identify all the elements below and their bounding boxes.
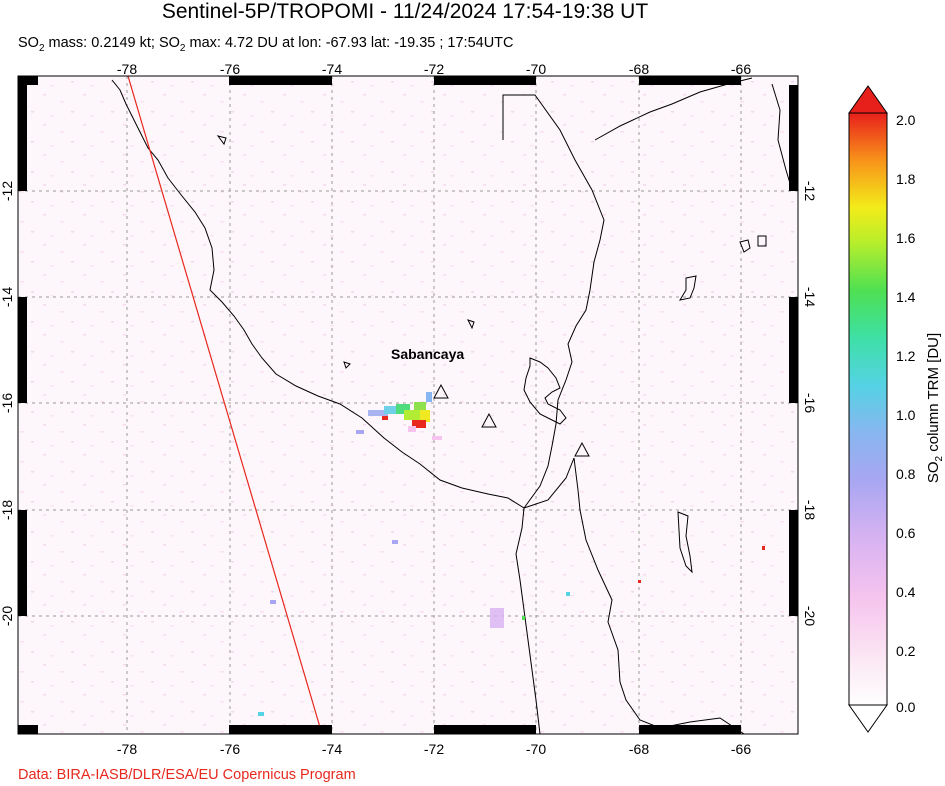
svg-text:-70: -70: [526, 61, 546, 77]
orbit-swath-edge: [127, 76, 323, 734]
svg-text:-70: -70: [526, 741, 546, 757]
lon-labels-top: -78 -76 -74 -72 -70 -68 -66: [117, 61, 751, 77]
svg-text:0.0: 0.0: [896, 699, 916, 715]
so2-stats-line: SO2 mass: 0.2149 kt; SO2 max: 4.72 DU at…: [18, 35, 514, 54]
svg-text:-14: -14: [0, 287, 15, 307]
svg-text:-16: -16: [0, 393, 15, 413]
svg-text:0.8: 0.8: [896, 466, 916, 482]
svg-text:-76: -76: [220, 741, 240, 757]
svg-text:-78: -78: [117, 61, 137, 77]
svg-text:-12: -12: [0, 181, 15, 201]
graticule: [18, 76, 798, 734]
svg-text:1.6: 1.6: [896, 230, 916, 246]
svg-text:-14: -14: [802, 287, 818, 307]
lat-labels-left: -12 -14 -16 -18 -20: [0, 181, 15, 626]
volcano-icon: [481, 412, 497, 428]
svg-text:0.6: 0.6: [896, 525, 916, 541]
svg-text:-66: -66: [731, 61, 751, 77]
colorbar-min-arrow: [848, 704, 888, 733]
colorbar: 2.0 1.8 1.6 1.4 1.2 1.0 0.8 0.6 0.4 0.2 …: [848, 85, 945, 733]
volcano-label-sabancaya: Sabancaya: [391, 346, 464, 362]
svg-text:2.0: 2.0: [896, 112, 916, 128]
svg-text:0.4: 0.4: [896, 584, 916, 600]
colorbar-tick-labels: 2.0 1.8 1.6 1.4 1.2 1.0 0.8 0.6 0.4 0.2 …: [896, 112, 916, 715]
svg-text:0.2: 0.2: [896, 643, 916, 659]
svg-text:-72: -72: [424, 741, 444, 757]
svg-text:-20: -20: [802, 606, 818, 626]
so2-plume: [356, 392, 442, 440]
lake-titicaca: [523, 357, 567, 425]
lat-labels-right: -12 -14 -16 -18 -20: [802, 181, 818, 626]
svg-text:1.8: 1.8: [896, 171, 916, 187]
svg-text:-78: -78: [117, 741, 137, 757]
svg-text:-18: -18: [802, 500, 818, 520]
colorbar-gradient: [848, 112, 888, 706]
svg-text:-68: -68: [629, 61, 649, 77]
svg-text:1.0: 1.0: [896, 407, 916, 423]
data-credit: Data: BIRA-IASB/DLR/ESA/EU Copernicus Pr…: [18, 767, 356, 783]
map-title: Sentinel-5P/TROPOMI - 11/24/2024 17:54-1…: [161, 0, 649, 23]
coastline: [111, 79, 541, 734]
svg-text:1.2: 1.2: [896, 348, 916, 364]
svg-text:-16: -16: [802, 393, 818, 413]
country-border: [502, 94, 605, 509]
colorbar-max-arrow: [848, 85, 888, 114]
svg-text:-74: -74: [322, 61, 342, 77]
volcano-markers: [433, 383, 590, 457]
svg-text:-12: -12: [802, 181, 818, 201]
colorbar-label: SO2 column TRM [DU]: [925, 333, 945, 483]
svg-text:-20: -20: [0, 606, 15, 626]
volcano-icon-sabancaya: [433, 383, 449, 399]
svg-text:-68: -68: [629, 741, 649, 757]
svg-text:-66: -66: [731, 741, 751, 757]
svg-text:-72: -72: [424, 61, 444, 77]
volcano-icon: [574, 441, 590, 457]
lon-tick-marks: [18, 76, 798, 734]
svg-text:-76: -76: [220, 61, 240, 77]
svg-text:-74: -74: [322, 741, 342, 757]
svg-text:1.4: 1.4: [896, 289, 916, 305]
svg-text:-18: -18: [0, 500, 15, 520]
lon-labels-bottom: -78 -76 -74 -72 -70 -68 -66: [117, 741, 751, 757]
